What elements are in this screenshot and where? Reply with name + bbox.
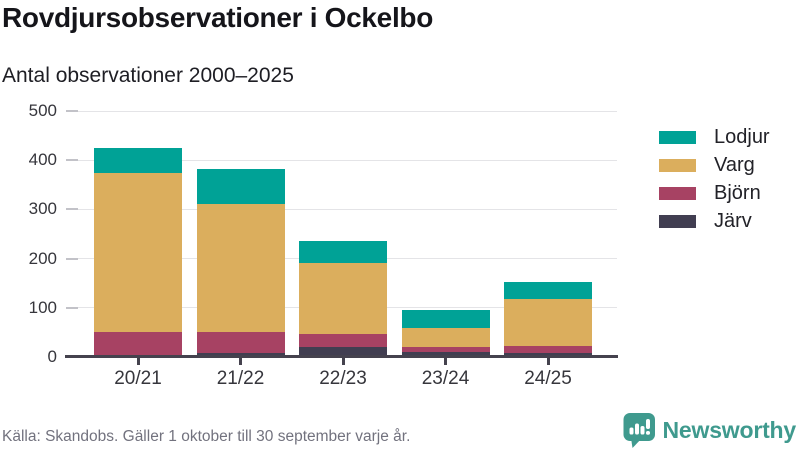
x-tick-21/22 bbox=[239, 358, 242, 365]
legend-label-Varg: Varg bbox=[714, 154, 755, 176]
legend-label-Björn: Björn bbox=[714, 182, 761, 204]
gridline-300 bbox=[66, 208, 617, 210]
legend-swatch-Varg bbox=[659, 159, 696, 172]
chart-subtitle: Antal observationer 2000–2025 bbox=[2, 64, 294, 87]
y-tick-500 bbox=[66, 110, 78, 112]
gridline-400 bbox=[66, 159, 617, 161]
plot-area bbox=[65, 110, 618, 358]
legend-label-Järv: Järv bbox=[714, 210, 752, 232]
y-axis-label-400: 400 bbox=[28, 150, 57, 170]
segment-Varg-21/22 bbox=[196, 203, 285, 333]
segment-Lodjur-21/22 bbox=[196, 168, 285, 204]
x-axis-label-22/23: 22/23 bbox=[319, 368, 367, 389]
x-axis-label-23/24: 23/24 bbox=[421, 368, 470, 389]
y-axis-label-300: 300 bbox=[28, 199, 57, 219]
x-axis-label-21/22: 21/22 bbox=[216, 368, 265, 389]
segment-Järv-22/23 bbox=[299, 347, 387, 357]
y-axis-label-0: 0 bbox=[47, 347, 57, 366]
legend: Lodjur Varg Björn Järv bbox=[659, 126, 770, 243]
segment-Björn-24/25 bbox=[504, 346, 592, 354]
y-tick-400 bbox=[66, 159, 78, 162]
segment-Björn-23/24 bbox=[401, 347, 490, 353]
bar-21/22 bbox=[196, 111, 285, 357]
bar-22/23 bbox=[299, 111, 387, 357]
legend-item-Lodjur: Lodjur bbox=[659, 126, 770, 148]
legend-item-Varg: Varg bbox=[659, 154, 770, 176]
y-axis-label-500: 500 bbox=[28, 101, 57, 120]
x-tick-20/21 bbox=[136, 358, 140, 365]
newsworthy-speech-bubble-chart-icon bbox=[623, 413, 655, 448]
newsworthy-logo[interactable]: Newsworthy bbox=[623, 412, 796, 448]
x-axis-label-24/25: 24/25 bbox=[524, 368, 572, 389]
x-tick-24/25 bbox=[546, 358, 550, 365]
segment-Björn-21/22 bbox=[196, 332, 285, 354]
bar-24/25 bbox=[504, 111, 592, 357]
y-tick-200 bbox=[66, 257, 78, 260]
brand-name: Newsworthy bbox=[662, 416, 797, 443]
x-axis-line bbox=[65, 355, 618, 358]
bar-20/21 bbox=[94, 111, 182, 357]
legend-label-Lodjur: Lodjur bbox=[714, 126, 770, 148]
legend-swatch-Björn bbox=[659, 187, 696, 200]
legend-swatch-Lodjur bbox=[659, 131, 696, 144]
segment-Lodjur-24/25 bbox=[504, 281, 592, 300]
x-tick-22/23 bbox=[341, 358, 345, 365]
y-tick-100 bbox=[66, 306, 78, 309]
segment-Lodjur-20/21 bbox=[94, 147, 182, 173]
chart-title: Rovdjursobservationer i Ockelbo bbox=[2, 2, 434, 33]
x-axis-label-20/21: 20/21 bbox=[114, 368, 162, 389]
segment-Björn-20/21 bbox=[94, 332, 182, 357]
segment-Järv-23/24 bbox=[401, 352, 490, 357]
y-axis-label-200: 200 bbox=[28, 248, 57, 268]
segment-Lodjur-22/23 bbox=[299, 241, 387, 263]
x-tick-23/24 bbox=[444, 358, 447, 365]
segment-Varg-20/21 bbox=[94, 172, 182, 333]
segment-Björn-22/23 bbox=[299, 333, 387, 348]
segment-Varg-24/25 bbox=[504, 299, 592, 347]
legend-item-Järv: Järv bbox=[659, 210, 770, 232]
bar-23/24 bbox=[401, 111, 490, 357]
source-note: Källa: Skandobs. Gäller 1 oktober till 3… bbox=[2, 428, 411, 445]
y-tick-300 bbox=[66, 208, 78, 211]
legend-swatch-Järv bbox=[659, 215, 696, 228]
segment-Varg-23/24 bbox=[401, 328, 490, 348]
legend-item-Björn: Björn bbox=[659, 182, 770, 204]
segment-Lodjur-23/24 bbox=[401, 309, 490, 329]
gridline-500 bbox=[66, 110, 617, 112]
segment-Varg-22/23 bbox=[299, 262, 387, 334]
y-axis-label-100: 100 bbox=[28, 297, 57, 317]
